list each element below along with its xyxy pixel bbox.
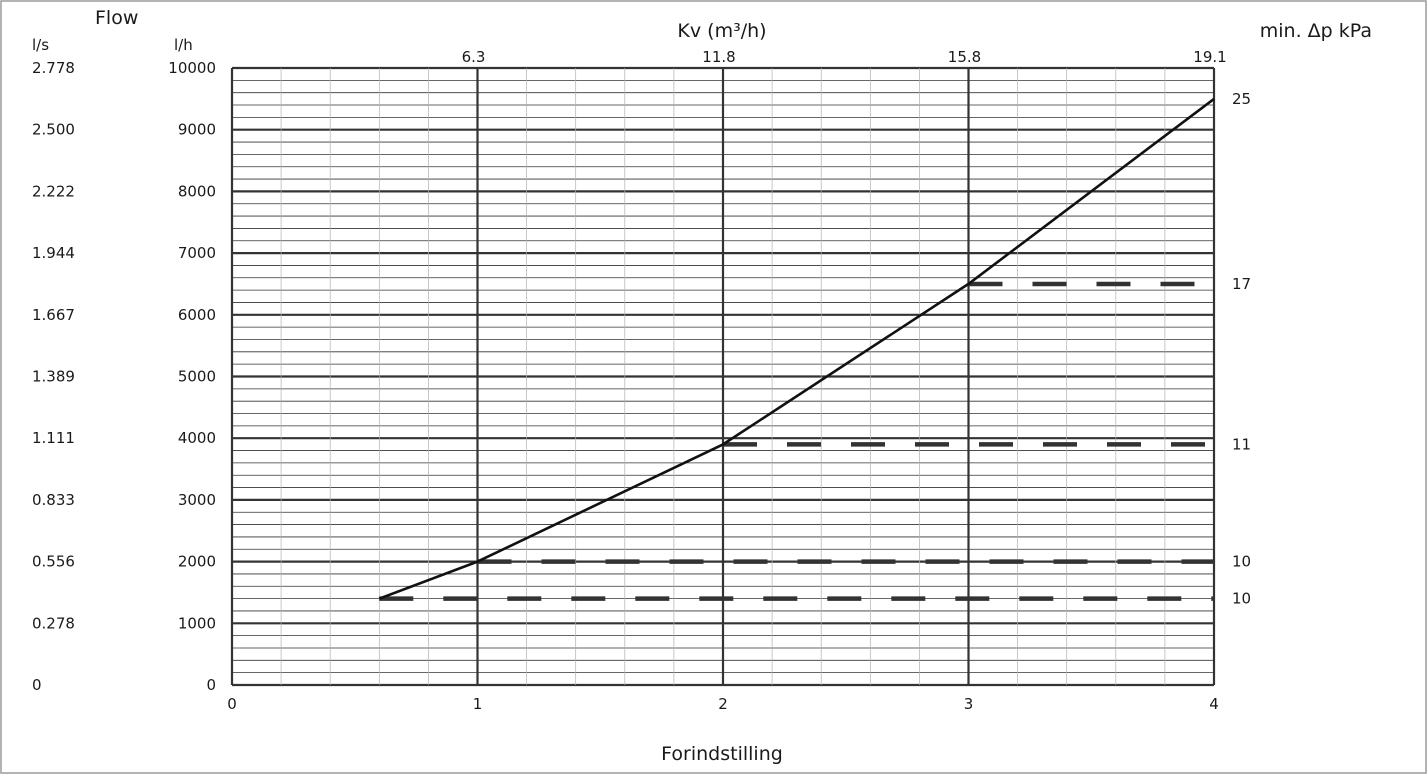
kv-tick-label: 19.1 (1193, 48, 1226, 66)
y-tick-label-lh: 4000 (178, 429, 216, 447)
y-tick-label-ls: 0.833 (32, 491, 75, 509)
dp-value-label: 25 (1232, 90, 1251, 108)
y-tick-label-lh: 9000 (178, 121, 216, 139)
dp-value-label: 17 (1232, 275, 1251, 293)
x-tick-label: 2 (718, 695, 728, 713)
y-tick-label-ls: 0.278 (32, 614, 75, 632)
y-tick-label-lh: 8000 (178, 182, 216, 200)
flow-label: Flow (95, 7, 138, 29)
tick-labels: 0 1 2 3 40010000.27820000.55630000.83340001.… (32, 48, 1251, 713)
y-tick-label-lh: 1000 (178, 614, 216, 632)
y-tick-label-ls: 0 (32, 676, 42, 694)
x-axis-label: Forindstilling (661, 743, 783, 765)
dp-value-label: 10 (1232, 553, 1251, 571)
y-tick-label-ls: 1.667 (32, 306, 75, 324)
y-tick-label-ls: 1.111 (32, 429, 75, 447)
dp-reference-lines (379, 281, 1214, 601)
y-axis-label-lh: l/h (174, 36, 193, 54)
top-axis-label: Kv (m³/h) (677, 20, 766, 42)
y-tick-label-lh: 3000 (178, 491, 216, 509)
y-tick-label-lh: 5000 (178, 368, 216, 386)
flow-curve (378, 97, 1215, 600)
y-axis-label-ls: l/s (32, 36, 49, 54)
kv-tick-label: 11.8 (702, 48, 735, 66)
dp-value-label: 10 (1232, 590, 1251, 608)
x-tick-label: 1 (473, 695, 483, 713)
y-tick-label-lh: 2000 (178, 553, 216, 571)
y-tick-label-ls: 0.556 (32, 553, 75, 571)
y-tick-label-ls: 2.222 (32, 182, 75, 200)
kv-tick-label: 15.8 (948, 48, 981, 66)
series (378, 97, 1215, 600)
x-tick-label: 3 (964, 695, 974, 713)
y-tick-label-lh: 6000 (178, 306, 216, 324)
y-tick-label-ls: 1.944 (32, 244, 75, 262)
y-tick-label-lh: 10000 (168, 59, 216, 77)
y-tick-label-ls: 1.389 (32, 368, 75, 386)
x-tick-label: 4 (1209, 695, 1219, 713)
y-tick-label-lh: 0 (206, 676, 216, 694)
y-tick-label-ls: 2.778 (32, 59, 75, 77)
grid (230, 66, 1216, 687)
y-tick-label-ls: 2.500 (32, 121, 75, 139)
kv-tick-label: 6.3 (462, 48, 486, 66)
dp-value-label: 11 (1232, 435, 1251, 453)
y-tick-label-lh: 7000 (178, 244, 216, 262)
right-axis-label: min. Δp kPa (1260, 20, 1372, 42)
x-tick-label: 0 (227, 695, 237, 713)
